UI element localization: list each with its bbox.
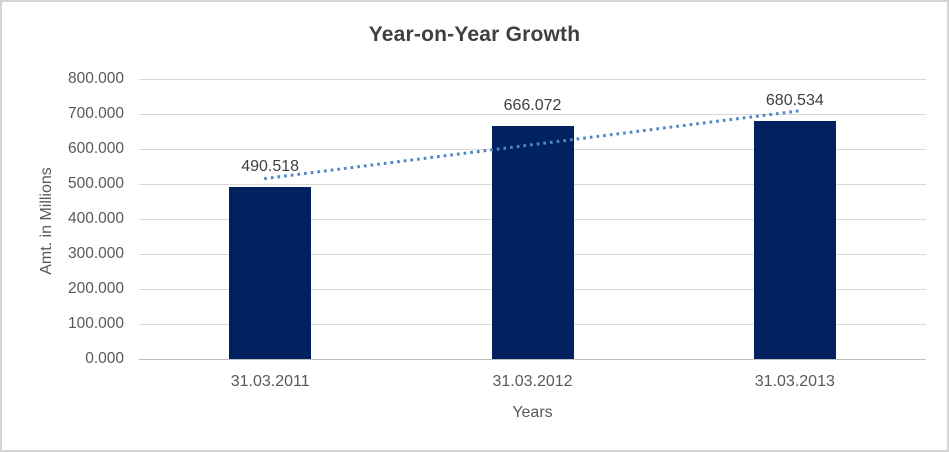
bar-31.03.2012 bbox=[491, 125, 574, 359]
bar-31.03.2013 bbox=[753, 120, 836, 359]
bar-31.03.2011 bbox=[229, 187, 312, 359]
y-tick-label: 0.000 bbox=[85, 350, 124, 367]
bar-value-label: 490.518 bbox=[241, 158, 300, 176]
x-tick-label: 31.03.2012 bbox=[492, 373, 573, 390]
y-tick-label: 100.000 bbox=[67, 315, 124, 332]
y-tick-label: 300.000 bbox=[67, 245, 124, 262]
x-tick-label: 31.03.2013 bbox=[754, 373, 835, 390]
y-tick-label: 700.000 bbox=[67, 105, 124, 122]
x-tick-label: 31.03.2011 bbox=[230, 373, 310, 390]
y-tick-label: 600.000 bbox=[67, 140, 124, 157]
y-tick-label: 500.000 bbox=[67, 175, 124, 192]
gridline bbox=[139, 78, 926, 80]
x-axis-line bbox=[139, 358, 926, 360]
bar-value-label: 666.072 bbox=[503, 96, 562, 114]
bar-value-label: 680.534 bbox=[765, 91, 824, 109]
chart-title: Year-on-Year Growth bbox=[368, 23, 581, 46]
x-axis-title: Years bbox=[512, 404, 553, 421]
y-tick-label: 400.000 bbox=[67, 210, 124, 227]
y-tick-label: 200.000 bbox=[67, 280, 124, 297]
y-tick-label: 800.000 bbox=[67, 70, 124, 87]
